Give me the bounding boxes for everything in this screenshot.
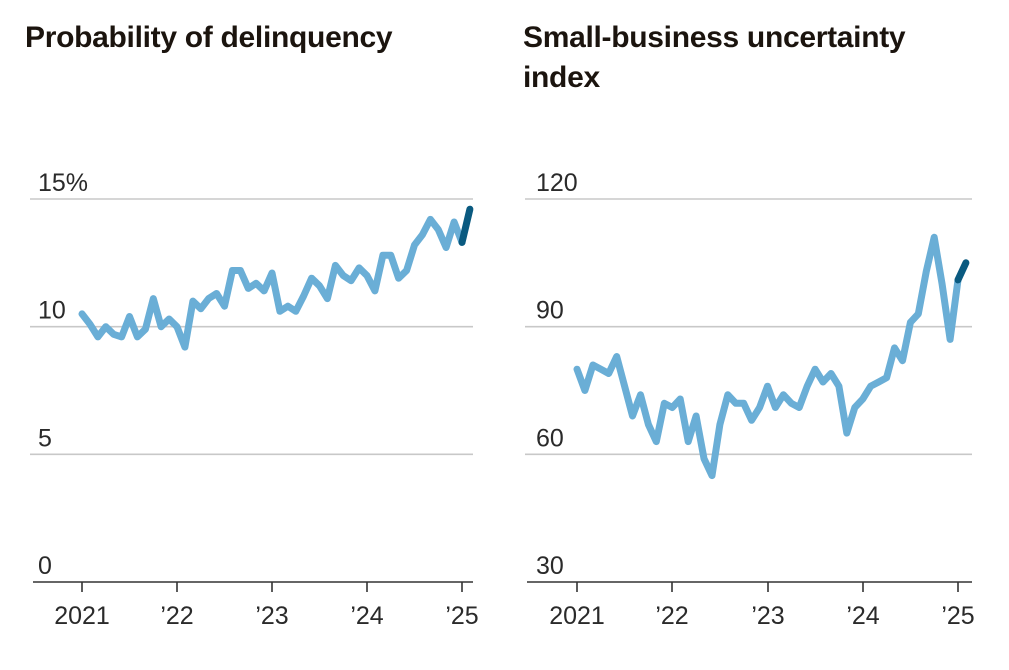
uncertainty-chart: 30 60 90 120 2021 ’22 ’23 ’24 ’25 [525, 169, 975, 630]
delinquency-chart-title: Probability of delinquency [25, 21, 393, 54]
y-tick-label: 120 [536, 169, 578, 197]
y-tick-label: 60 [536, 424, 564, 452]
y-tick-label: 15% [38, 169, 88, 197]
x-tick-label: ’23 [751, 602, 784, 630]
x-tick-label: ’24 [350, 602, 383, 630]
y-tick-label: 5 [38, 424, 52, 452]
latest-segment-highlight [954, 259, 970, 284]
x-tick-label: ’22 [655, 602, 688, 630]
y-tick-label: 30 [536, 552, 564, 580]
series-line [78, 215, 466, 351]
latest-segment-highlight [458, 205, 474, 246]
x-tick-label: ’22 [160, 602, 193, 630]
delinquency-chart-panel: Probability of delinquency 0 5 10 15% 2021 ’2… [0, 0, 500, 670]
x-tick-label: ’25 [445, 602, 478, 630]
y-tick-label: 0 [38, 552, 52, 580]
x-tick-label: 2021 [54, 602, 110, 630]
x-tick-label: ’24 [846, 602, 879, 630]
x-tick-label: ’25 [941, 602, 974, 630]
x-tick-label: 2021 [549, 602, 605, 630]
y-tick-label: 10 [38, 297, 66, 325]
delinquency-chart: 0 5 10 15% 2021 ’22 ’23 ’24 ’25 [30, 169, 479, 630]
uncertainty-chart-panel: Small-business uncertainty index 30 60 90 1… [505, 0, 1009, 670]
uncertainty-chart-title: Small-business uncertainty index [523, 21, 906, 94]
y-tick-label: 90 [536, 297, 564, 325]
series-line [573, 233, 962, 480]
x-tick-label: ’23 [255, 602, 288, 630]
